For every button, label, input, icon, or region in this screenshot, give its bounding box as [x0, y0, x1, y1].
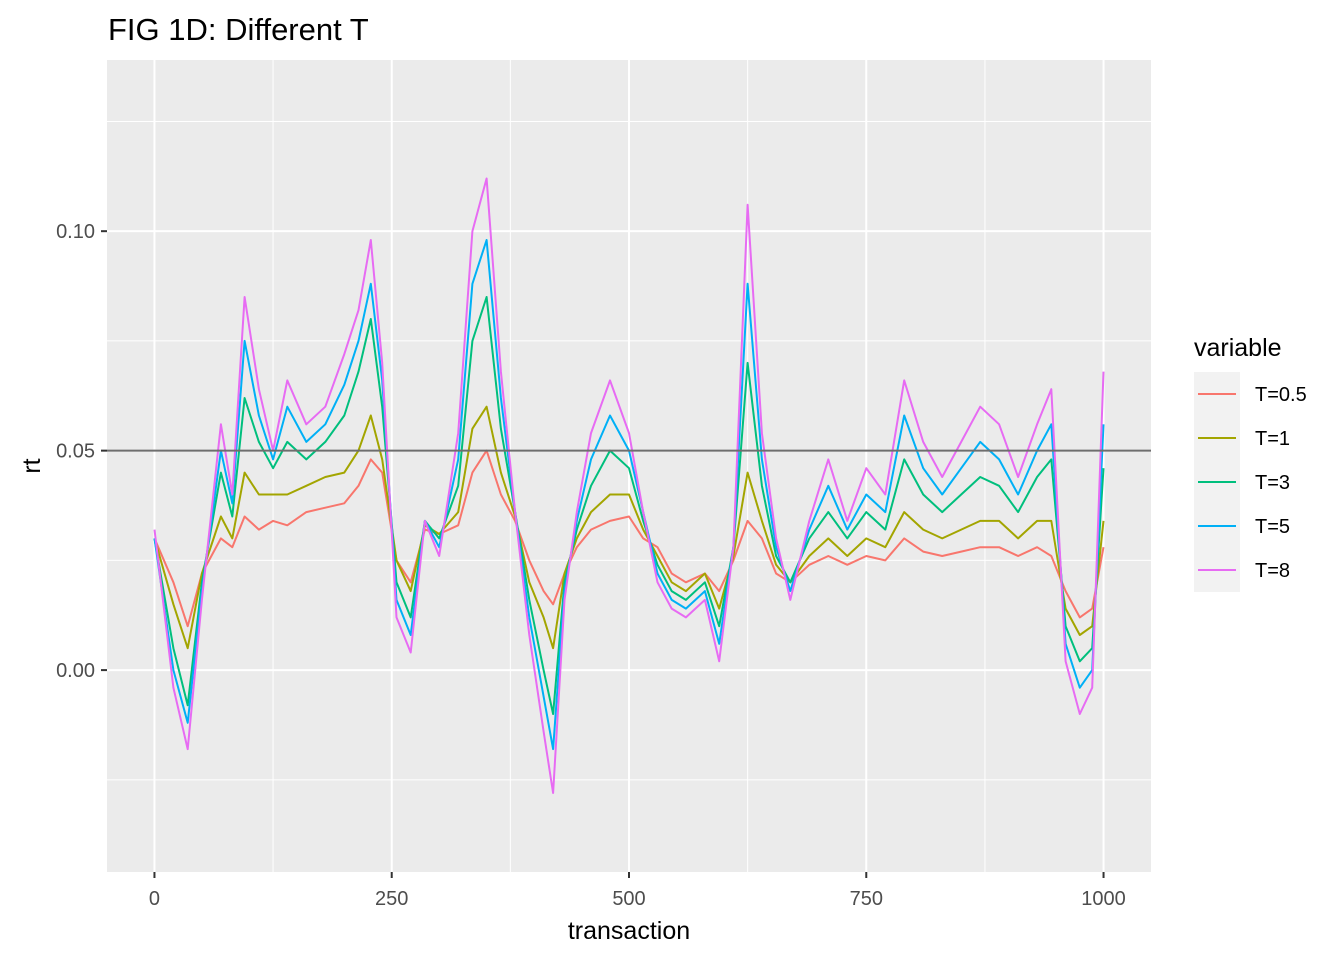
- legend-title: variable: [1194, 334, 1282, 362]
- x-tick-label: 1000: [1081, 888, 1126, 910]
- series-line-2: [153, 405, 1105, 650]
- series-line-3: [153, 296, 1105, 715]
- legend-label: T=5: [1255, 516, 1290, 538]
- y-tick-label: 0.00: [56, 660, 95, 682]
- legend-label: T=3: [1255, 472, 1290, 494]
- x-tick-label: 250: [375, 888, 408, 910]
- y-tick-label: 0.05: [56, 441, 95, 463]
- legend-label: T=0.5: [1255, 384, 1307, 406]
- y-axis-title: rt: [18, 458, 46, 473]
- x-tick-label: 500: [612, 888, 645, 910]
- x-tick-label: 0: [149, 888, 160, 910]
- series-line-4: [153, 239, 1105, 751]
- y-axis: 0.00 0.05 0.10: [56, 221, 107, 682]
- chart-title: FIG 1D: Different T: [108, 12, 369, 47]
- x-axis: 0 250 500 750 1000: [149, 872, 1126, 910]
- legend-label: T=1: [1255, 428, 1290, 450]
- legend: variable T=0.5 T=1 T=3 T=5 T=8: [1194, 334, 1307, 592]
- series-layer: [153, 177, 1105, 794]
- x-tick-label: 750: [850, 888, 883, 910]
- y-tick-label: 0.10: [56, 221, 95, 243]
- legend-label: T=8: [1255, 560, 1290, 582]
- series-line-5: [153, 177, 1105, 794]
- x-axis-title: transaction: [568, 917, 690, 945]
- series-line-1: [153, 449, 1105, 628]
